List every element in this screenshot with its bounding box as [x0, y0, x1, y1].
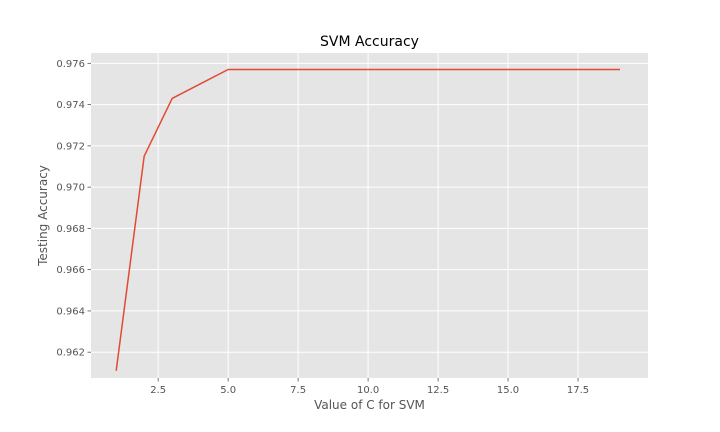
grid [91, 53, 648, 378]
x-axis-ticks: 2.5 5.0 7.5 10.0 12.5 15.0 17.5 [150, 378, 589, 396]
y-tick-label: 0.962 [56, 348, 85, 359]
y-axis-label: Testing Accuracy [36, 165, 50, 267]
y-tick-label: 0.974 [56, 100, 85, 111]
plot-background [91, 53, 648, 378]
y-tick-label: 0.976 [56, 59, 85, 70]
accuracy-line [115, 68, 621, 371]
series-layer [115, 68, 621, 371]
x-axis-label: Value of C for SVM [314, 398, 425, 412]
y-tick-label: 0.972 [56, 141, 85, 152]
x-tick-label: 7.5 [290, 385, 306, 396]
y-tick-label: 0.968 [56, 224, 85, 235]
chart-title: SVM Accuracy [320, 34, 419, 50]
x-tick-label: 17.5 [567, 385, 589, 396]
x-tick-label: 10.0 [357, 385, 379, 396]
y-tick-label: 0.970 [56, 183, 85, 194]
y-tick-label: 0.964 [56, 306, 85, 317]
x-tick-label: 2.5 [150, 385, 166, 396]
y-tick-label: 0.966 [56, 265, 85, 276]
x-tick-label: 15.0 [497, 385, 519, 396]
x-tick-label: 5.0 [220, 385, 236, 396]
x-tick-label: 12.5 [427, 385, 449, 396]
y-axis-ticks: 0.962 0.964 0.966 0.968 0.970 0.972 0.974 0.976 [56, 59, 91, 359]
